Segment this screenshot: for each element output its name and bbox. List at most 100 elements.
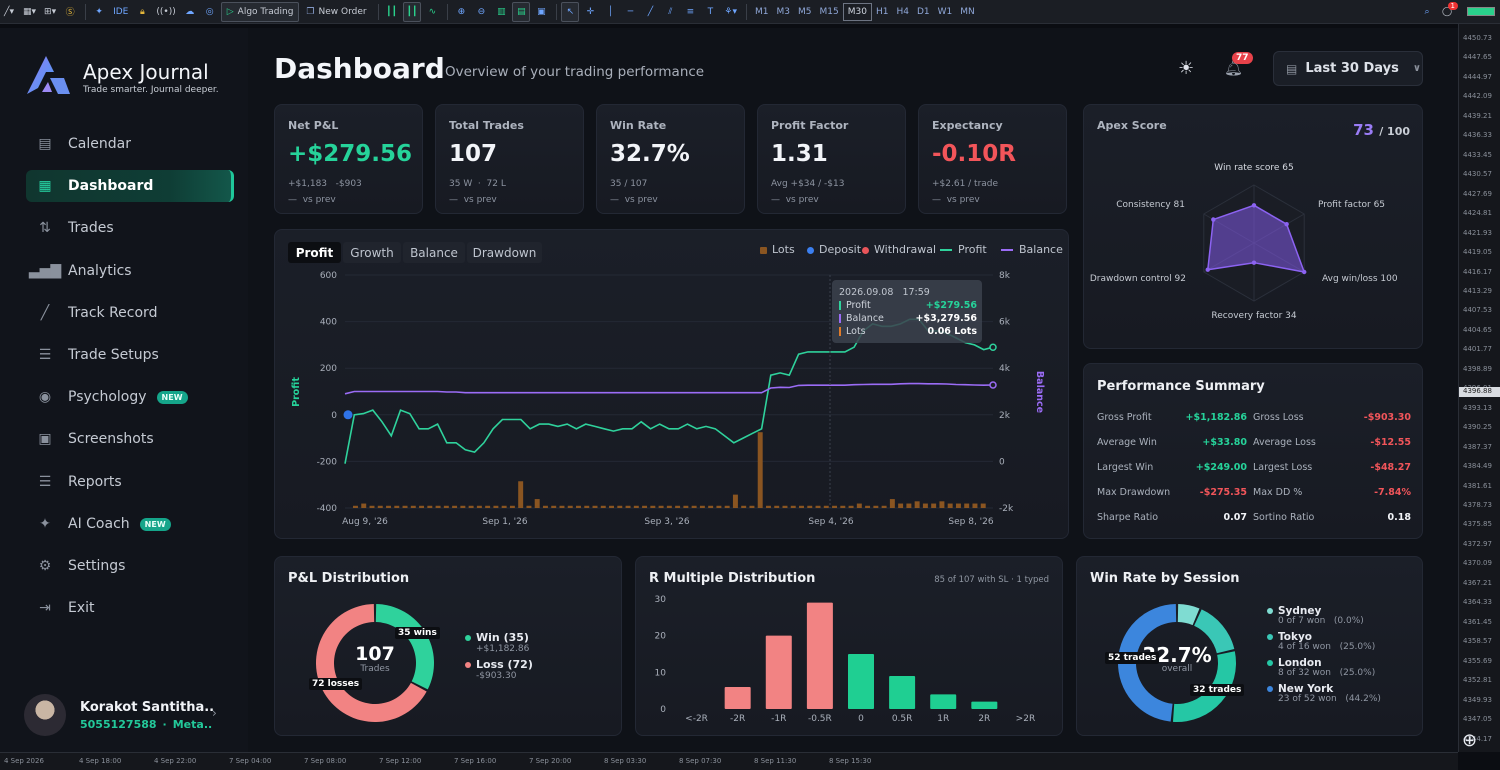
fibonacci-icon[interactable]: ≡ bbox=[686, 6, 695, 17]
tile-windows-icon[interactable]: ▥ bbox=[497, 6, 506, 17]
user-profile[interactable]: Korakot Santitha.. 5055127588 · Meta.. › bbox=[24, 692, 234, 738]
price-tick-label: 4433.45 bbox=[1463, 150, 1492, 159]
timeframe-m1[interactable]: M1 bbox=[755, 6, 769, 17]
legend-deposit[interactable]: Deposit bbox=[807, 243, 861, 256]
zoom-in-icon[interactable]: ⊕ bbox=[457, 6, 466, 17]
vertical-line-icon[interactable]: │ bbox=[607, 6, 614, 17]
target-icon: ◉ bbox=[38, 389, 52, 405]
lots-bar bbox=[774, 505, 780, 508]
timeframe-mn[interactable]: MN bbox=[960, 6, 975, 17]
card-title: P&L Distribution bbox=[288, 571, 410, 586]
timeframe-w1[interactable]: W1 bbox=[937, 6, 953, 17]
trendline-icon[interactable]: ╱ bbox=[647, 6, 654, 17]
timeframe-h1[interactable]: H1 bbox=[875, 6, 889, 17]
apex-score-title: Apex Score bbox=[1097, 119, 1167, 132]
algo-trading-button[interactable]: ▷ Algo Trading bbox=[220, 1, 300, 22]
timeframe-m15[interactable]: M15 bbox=[819, 6, 839, 17]
sidebar-item-analytics[interactable]: ▃▅▇ Analytics bbox=[26, 255, 234, 287]
timeframe-h4[interactable]: H4 bbox=[896, 6, 909, 17]
lots-bar bbox=[642, 505, 648, 508]
timeframe-m5[interactable]: M5 bbox=[798, 6, 812, 17]
sidebar-item-psychology[interactable]: ◉ Psychology NEW bbox=[26, 381, 234, 413]
lock-icon[interactable]: 🔒︎ bbox=[139, 6, 145, 17]
notifications-button[interactable]: 🔔︎ 77 bbox=[1224, 52, 1253, 82]
ide-button[interactable]: IDE bbox=[113, 6, 129, 17]
deposit-marker bbox=[343, 410, 353, 420]
x-tick-label: Aug 9, '26 bbox=[342, 517, 388, 527]
timeframe-m3[interactable]: M3 bbox=[776, 6, 791, 17]
legend-profit[interactable]: Profit bbox=[940, 243, 987, 256]
legend-balance[interactable]: Balance bbox=[1001, 243, 1063, 256]
zoom-magnifier-icon[interactable]: ⊕ bbox=[1462, 730, 1478, 751]
zoom-out-icon[interactable]: ⊖ bbox=[477, 6, 486, 17]
scroll-chart-icon[interactable]: ▤ bbox=[512, 1, 531, 22]
sidebar-item-label: Trades bbox=[68, 220, 114, 236]
indicators-menu-icon[interactable]: ⊞▾ bbox=[44, 6, 57, 17]
sidebar-item-trade-setups[interactable]: ☰ Trade Setups bbox=[26, 339, 234, 371]
text-tool-icon[interactable]: T bbox=[707, 6, 714, 17]
chat-icon[interactable]: ◯ 1 bbox=[1438, 1, 1458, 22]
search-icon[interactable]: ⌕ bbox=[1424, 6, 1430, 17]
y-tick-label: 30 bbox=[655, 595, 667, 605]
theme-toggle-icon[interactable]: ☀ bbox=[1178, 58, 1195, 79]
sidebar-item-trades[interactable]: ⇅ Trades bbox=[26, 212, 234, 244]
kpi-total-trades: Total Trades 107 35 W · 72 L — vs prev bbox=[435, 104, 584, 214]
sidebar: Apex Journal Trade smarter. Journal deep… bbox=[0, 28, 248, 752]
new-order-button[interactable]: ❐ New Order bbox=[306, 6, 367, 17]
candle-chart-mode-icon[interactable]: ┃┃ bbox=[402, 1, 422, 22]
sidebar-item-track-record[interactable]: ╱ Track Record bbox=[26, 297, 234, 329]
legend-withdrawal[interactable]: Withdrawal bbox=[862, 243, 936, 256]
sidebar-item-label: Trade Setups bbox=[68, 347, 159, 363]
kpi-sub: +$2.61 / trade bbox=[932, 179, 999, 189]
crosshair-icon[interactable]: ✛ bbox=[586, 6, 595, 17]
tab-drawdown[interactable]: Drawdown bbox=[467, 242, 542, 263]
price-tick-label: 4367.21 bbox=[1463, 578, 1492, 587]
x-tick-label: >2R bbox=[1016, 714, 1036, 724]
lots-bar bbox=[386, 505, 391, 508]
signal-icon[interactable]: ((•)) bbox=[156, 6, 176, 17]
tab-growth[interactable]: Growth bbox=[343, 242, 401, 263]
lots-bar bbox=[584, 505, 590, 508]
lots-bar bbox=[741, 505, 747, 508]
lots-bar bbox=[443, 505, 449, 508]
lots-bar bbox=[922, 503, 928, 508]
experts-icon[interactable]: ✦ bbox=[95, 6, 103, 17]
lots-bar bbox=[410, 505, 416, 508]
tooltip-profit-row: Profit +$279.56 bbox=[839, 300, 977, 311]
date-range-select[interactable]: ▤ Last 30 Days ∨ bbox=[1273, 51, 1423, 86]
screenshot-icon[interactable]: ▣ bbox=[537, 6, 546, 17]
sidebar-item-settings[interactable]: ⚙ Settings bbox=[26, 550, 234, 582]
journal-app: Apex Journal Trade smarter. Journal deep… bbox=[0, 28, 1458, 752]
channel-icon[interactable]: ⫽ bbox=[668, 6, 673, 17]
lots-bar bbox=[765, 505, 771, 508]
timeframe-d1[interactable]: D1 bbox=[916, 6, 930, 17]
chart-templates-icon[interactable]: ▦▾ bbox=[23, 6, 37, 17]
price-tick-label: 4352.81 bbox=[1463, 676, 1492, 685]
shapes-icon[interactable]: ⚘▾ bbox=[724, 6, 738, 17]
tab-profit[interactable]: Profit bbox=[288, 242, 341, 263]
bar-chart-mode-icon[interactable]: ┃┃ bbox=[386, 6, 397, 17]
timeframe-m30[interactable]: M30 bbox=[842, 2, 872, 21]
cursor-icon[interactable]: ↖ bbox=[561, 1, 580, 22]
sidebar-item-ai-coach[interactable]: ✦ AI Coach NEW bbox=[26, 508, 234, 540]
lots-bar bbox=[650, 505, 656, 508]
sidebar-item-dashboard[interactable]: ▦ Dashboard bbox=[26, 170, 234, 202]
sidebar-item-reports[interactable]: ☰ Reports bbox=[26, 466, 234, 498]
cloud-icon[interactable]: ☁ bbox=[185, 6, 195, 17]
card-title: Win Rate by Session bbox=[1090, 571, 1240, 586]
price-tick-label: 4387.37 bbox=[1463, 442, 1492, 451]
radar-label: Drawdown control 92 bbox=[1090, 274, 1186, 284]
chart-type-icon[interactable]: ╱▾ bbox=[4, 6, 14, 17]
currency-icon[interactable]: Ⓢ bbox=[65, 8, 75, 18]
lots-bar bbox=[815, 505, 821, 508]
legend-lots[interactable]: Lots bbox=[760, 243, 795, 256]
sidebar-item-calendar[interactable]: ▤ Calendar bbox=[26, 128, 234, 160]
sidebar-item-screenshots[interactable]: ▣ Screenshots bbox=[26, 423, 234, 455]
horizontal-line-icon[interactable]: ─ bbox=[627, 6, 634, 17]
line-chart-mode-icon[interactable]: ∿ bbox=[428, 6, 437, 17]
time-tick-label: 7 Sep 04:00 bbox=[229, 757, 272, 765]
tab-balance[interactable]: Balance bbox=[403, 242, 465, 263]
donut-center-label: Trades bbox=[360, 664, 390, 674]
vps-icon[interactable]: ◎ bbox=[205, 6, 214, 17]
sidebar-item-exit[interactable]: ⇥ Exit bbox=[26, 592, 234, 624]
